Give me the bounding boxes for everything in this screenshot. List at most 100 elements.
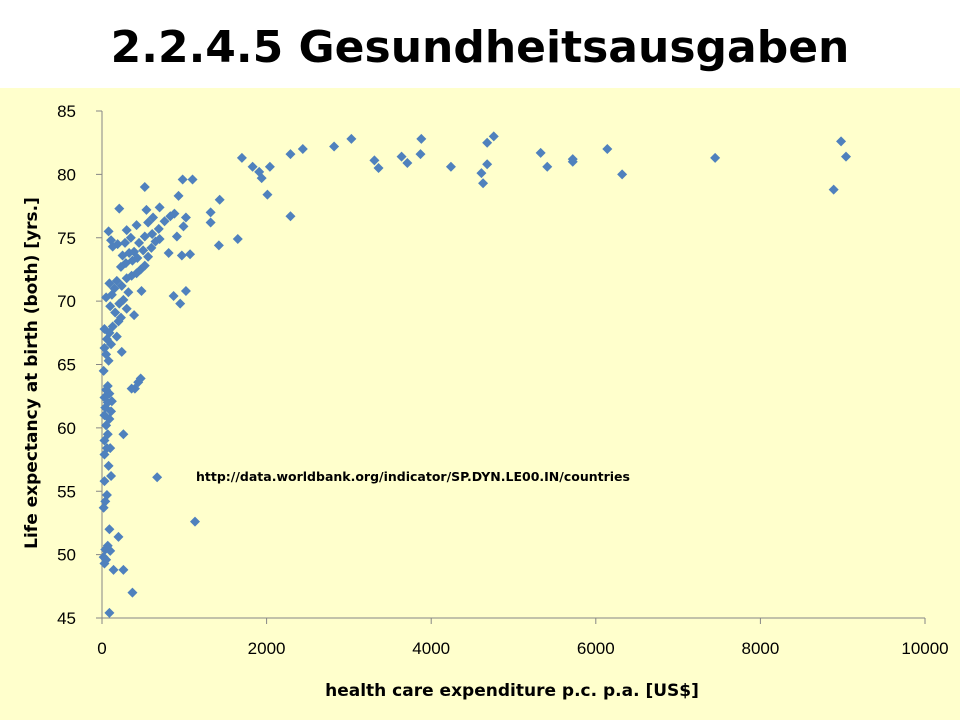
data-point xyxy=(98,552,109,563)
data-point xyxy=(120,258,131,269)
source-annotation: http://data.worldbank.org/indicator/SP.D… xyxy=(196,469,630,484)
data-point xyxy=(118,294,129,305)
data-point xyxy=(189,516,200,527)
data-point xyxy=(134,237,145,248)
x-axis-title: health care expenditure p.c. p.a. [US$] xyxy=(325,681,699,701)
data-point xyxy=(129,246,140,257)
data-point xyxy=(139,260,150,271)
data-point xyxy=(205,217,216,228)
y-tick-label: 85 xyxy=(57,102,76,121)
data-point xyxy=(213,240,224,251)
y-tick-label: 80 xyxy=(57,165,76,184)
data-point xyxy=(710,152,721,163)
data-point xyxy=(297,144,308,155)
data-point xyxy=(116,346,127,357)
data-point xyxy=(205,207,216,218)
data-point xyxy=(106,396,117,407)
data-point xyxy=(154,202,165,213)
y-tick-label: 60 xyxy=(57,419,76,438)
data-point xyxy=(488,131,499,142)
chart-panel: 45 50 55 60 65 70 75 80 85 0 2000 4000 6000 8000 10000… xyxy=(0,88,960,720)
data-point xyxy=(102,429,113,440)
data-point xyxy=(185,249,196,260)
data-point xyxy=(121,303,132,314)
slide-title: 2.2.4.5 Gesundheitsausgaben xyxy=(110,22,850,73)
data-point xyxy=(187,174,198,185)
data-point xyxy=(476,168,487,179)
data-point xyxy=(104,607,115,618)
x-tick-label: 0 xyxy=(97,639,106,658)
data-point xyxy=(262,189,273,200)
data-point xyxy=(168,291,179,302)
data-point xyxy=(542,161,553,172)
data-point xyxy=(135,373,146,384)
data-point xyxy=(105,443,116,454)
data-point xyxy=(111,275,122,286)
data-point xyxy=(118,564,129,575)
data-point xyxy=(99,343,110,354)
data-point xyxy=(445,161,456,172)
data-point xyxy=(131,268,142,279)
data-point xyxy=(147,228,158,239)
data-point xyxy=(602,144,613,155)
data-point xyxy=(102,381,113,392)
data-point xyxy=(478,178,489,189)
data-point xyxy=(232,234,243,245)
data-point xyxy=(163,247,174,258)
data-point xyxy=(285,211,296,222)
x-tick-label: 6000 xyxy=(577,639,615,658)
chart-background xyxy=(0,88,960,720)
data-point xyxy=(840,151,851,162)
data-point xyxy=(415,149,426,160)
y-tick-label: 65 xyxy=(57,356,76,375)
data-point xyxy=(118,429,129,440)
axes xyxy=(96,110,926,624)
data-point xyxy=(121,225,132,236)
data-point xyxy=(104,524,115,535)
data-point xyxy=(152,472,163,483)
data-point xyxy=(99,324,110,335)
data-point xyxy=(180,212,191,223)
x-tick-label: 10000 xyxy=(901,639,948,658)
data-point xyxy=(98,365,109,376)
data-point xyxy=(105,301,116,312)
data-point xyxy=(136,285,147,296)
data-point xyxy=(617,169,628,180)
data-point xyxy=(535,147,546,158)
data-point xyxy=(112,239,123,250)
data-point xyxy=(106,471,117,482)
data-point xyxy=(169,208,180,219)
y-tick-label: 45 xyxy=(57,609,76,628)
y-tick-label: 75 xyxy=(57,229,76,248)
data-point xyxy=(125,232,136,243)
data-point xyxy=(285,149,296,160)
data-point xyxy=(180,285,191,296)
data-point xyxy=(153,223,164,234)
data-point xyxy=(103,226,114,237)
data-point xyxy=(138,245,149,256)
tick-labels: 45 50 55 60 65 70 75 80 85 0 2000 4000 6000 8000 10000 xyxy=(57,102,949,658)
data-point xyxy=(129,310,140,321)
data-point xyxy=(103,460,114,471)
data-point xyxy=(373,163,384,174)
data-point xyxy=(111,331,122,342)
data-point xyxy=(396,151,407,162)
x-tick-label: 8000 xyxy=(741,639,779,658)
data-point xyxy=(154,234,165,245)
data-point xyxy=(106,235,117,246)
data-point xyxy=(236,152,247,163)
data-point xyxy=(99,410,110,421)
data-point xyxy=(131,220,142,231)
data-point xyxy=(402,157,413,168)
data-point xyxy=(105,545,116,556)
data-point xyxy=(828,184,839,195)
data-point xyxy=(346,133,357,144)
data-point xyxy=(116,280,127,291)
data-point xyxy=(264,161,275,172)
data-point xyxy=(482,137,493,148)
y-tick-label: 50 xyxy=(57,546,76,565)
data-point xyxy=(101,490,112,501)
data-point xyxy=(256,173,267,184)
data-point xyxy=(177,174,188,185)
data-point xyxy=(482,159,493,170)
